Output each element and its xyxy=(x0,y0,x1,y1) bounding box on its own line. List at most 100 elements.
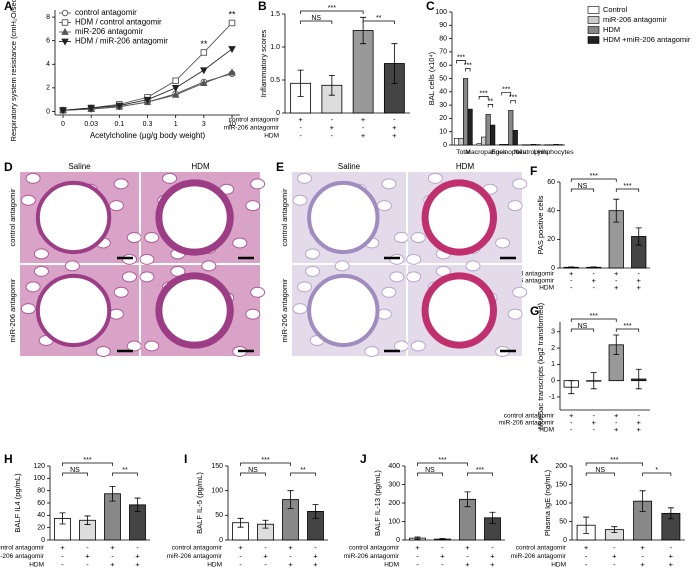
condition-sign: + xyxy=(298,115,303,124)
panel-letter: I xyxy=(184,452,187,466)
significance-bracket xyxy=(570,318,617,322)
bar xyxy=(512,130,518,146)
bar xyxy=(503,144,509,146)
condition-label: control antagomir xyxy=(349,545,400,552)
significance-bracket xyxy=(300,20,333,24)
marker xyxy=(228,68,236,76)
alveolus xyxy=(512,178,528,190)
condition-label: miR-206 antagomir xyxy=(344,553,400,560)
condition-sign: + xyxy=(313,560,318,569)
condition-sign: + xyxy=(614,269,619,278)
marker xyxy=(171,85,180,93)
condition-sign: + xyxy=(288,560,293,569)
condition-sign: + xyxy=(637,283,642,292)
significance-bracket xyxy=(510,100,516,104)
condition-sign: - xyxy=(314,543,317,552)
condition-sign: + xyxy=(640,543,645,552)
condition-sign: + xyxy=(392,131,397,140)
alveolus xyxy=(126,232,142,244)
y-tick-label: 0 xyxy=(219,537,223,544)
error-bar xyxy=(391,43,398,84)
condition-sign: - xyxy=(613,543,616,552)
panel-letter: F xyxy=(530,164,537,178)
condition-sign: - xyxy=(615,276,618,285)
condition-sign: + xyxy=(490,551,495,560)
error-bar xyxy=(635,227,642,246)
condition-sign: + xyxy=(361,115,366,124)
y-tick-label: 200 xyxy=(388,500,400,507)
alveolus xyxy=(410,340,426,352)
error-bar xyxy=(583,516,590,534)
marker xyxy=(200,67,208,75)
legend-swatch xyxy=(587,26,600,34)
alveolus xyxy=(139,253,155,265)
significance-label: *** xyxy=(623,323,631,330)
legend-swatch xyxy=(587,6,600,14)
bar xyxy=(544,144,550,146)
alveolus xyxy=(292,194,308,206)
alveolus xyxy=(297,172,313,184)
panel-letter: C xyxy=(426,0,435,13)
y-tick-label: 3 xyxy=(551,329,555,336)
condition-sign: - xyxy=(593,283,596,292)
alveolus xyxy=(25,281,41,293)
significance-bracket xyxy=(570,188,595,192)
alveolus xyxy=(20,303,36,315)
y-tick-label: 30 xyxy=(439,102,447,109)
y-tick-label: 50 xyxy=(559,518,567,525)
significance-label: NS xyxy=(578,183,588,190)
alveolus xyxy=(305,248,321,260)
legend-label: Control xyxy=(603,5,628,14)
y-tick-label: 0 xyxy=(41,537,45,544)
y-tick-label: 2 xyxy=(46,85,50,92)
y-axis-label: BAL cells (x10⁴) xyxy=(427,51,436,105)
marker xyxy=(61,38,69,46)
condition-label: miR-206 antagomir xyxy=(499,420,555,427)
error-bar xyxy=(613,198,620,223)
significance-label: * xyxy=(655,467,658,474)
y-tick-label: 0.5 xyxy=(270,77,280,84)
significance-label: *** xyxy=(590,313,598,320)
column-label: Saline xyxy=(68,162,91,171)
significance-bracket xyxy=(300,10,364,14)
error-bar xyxy=(568,266,575,269)
error-bar xyxy=(59,512,66,525)
legend-label: HDM xyxy=(603,25,620,34)
y-tick-label: 10 xyxy=(439,129,447,136)
y-tick-label: 0 xyxy=(551,265,555,272)
significance-label: NS xyxy=(595,467,605,474)
y-tick-label: 1.0 xyxy=(270,44,280,51)
significance-bracket xyxy=(456,60,466,64)
bar xyxy=(490,124,496,146)
airway-wall xyxy=(421,272,497,349)
condition-sign: + xyxy=(361,131,366,140)
alveolus xyxy=(121,253,137,265)
y-axis-label: PAS positive cells xyxy=(536,195,545,254)
alveolus xyxy=(410,232,426,244)
alveolus xyxy=(108,200,124,212)
bar xyxy=(499,144,505,146)
error-bar xyxy=(590,372,597,390)
alveolus xyxy=(334,260,350,272)
y-tick-label: 6 xyxy=(46,38,50,45)
legend-label: HDM / miR-206 antagomir xyxy=(75,37,168,46)
condition-label: control antagomir xyxy=(172,545,223,552)
error-bar xyxy=(312,504,319,519)
y-tick-label: 1.5 xyxy=(270,11,280,18)
error-bar xyxy=(635,368,642,390)
condition-sign: - xyxy=(289,551,292,560)
condition-sign: - xyxy=(593,269,596,278)
panel-letter: J xyxy=(360,452,367,466)
significance-bracket xyxy=(501,92,512,96)
condition-sign: + xyxy=(60,543,65,552)
significance-bracket xyxy=(487,104,494,108)
y-tick-label: 200 xyxy=(555,463,567,470)
condition-label: control antagomir xyxy=(504,271,555,278)
alveolus xyxy=(465,260,481,272)
marker xyxy=(228,19,236,27)
alveolus xyxy=(393,232,409,244)
condition-sign: - xyxy=(61,551,64,560)
marker xyxy=(61,9,69,17)
condition-sign: + xyxy=(614,411,619,420)
condition-sign: + xyxy=(669,551,674,560)
